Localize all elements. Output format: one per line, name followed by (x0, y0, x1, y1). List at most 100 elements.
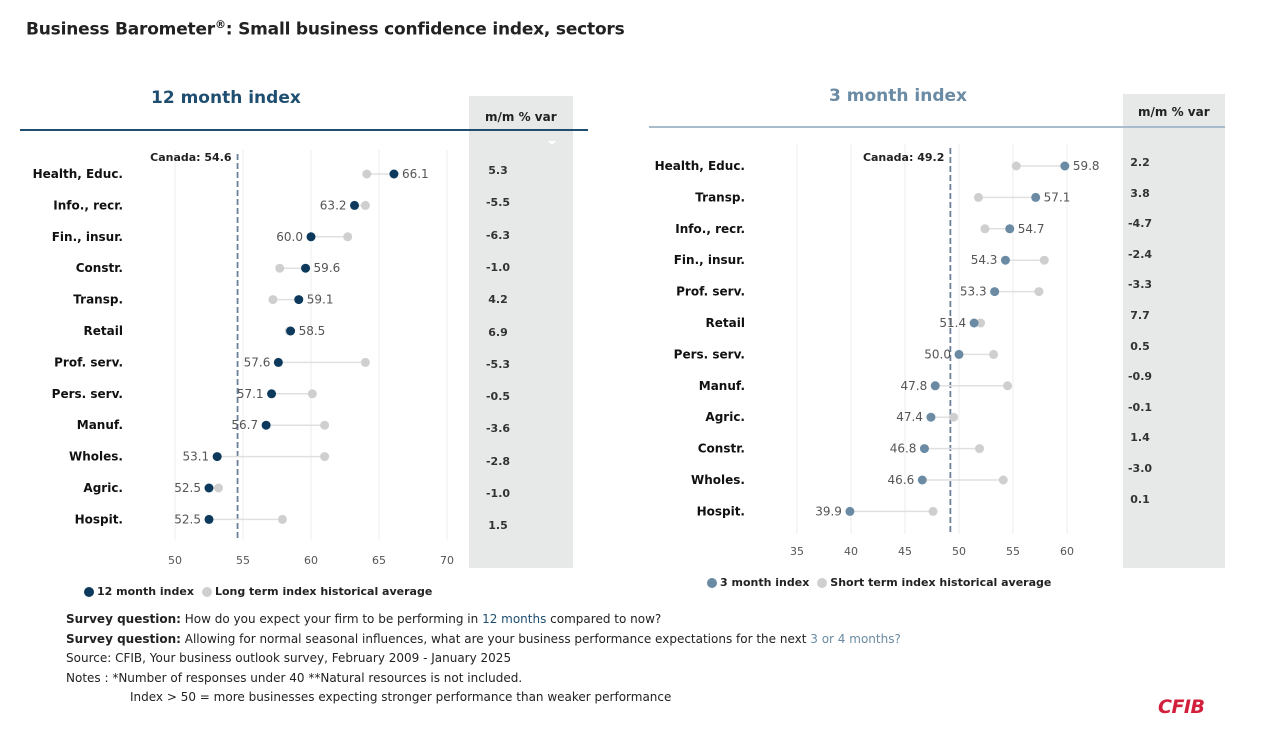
left-legend: 12 month index Long term index historica… (84, 585, 432, 598)
mm-var-value: -5.5 (485, 196, 511, 210)
source-note: Source: CFIB, Your business outlook surv… (66, 651, 512, 665)
data-label: 52.5 (174, 481, 201, 495)
index-dot (204, 514, 214, 524)
data-label: 57.6 (244, 355, 271, 369)
mm-var-value: -6.3 (485, 228, 511, 242)
mm-var-value: -0.9 (1127, 370, 1153, 384)
data-label: 53.3 (960, 285, 987, 299)
mm-var-value: -0.1 (1127, 400, 1153, 414)
data-label: 60.0 (276, 230, 303, 244)
category-label: Transp. (695, 190, 745, 204)
mm-var-value: -1.0 (485, 487, 511, 500)
mm-var-value: -4.7 (1127, 217, 1153, 231)
category-label: Wholes. (691, 473, 745, 487)
right-panel-title: 3 month index (829, 86, 967, 106)
x-tick-label: 40 (844, 545, 858, 558)
mm-var-value: -2.8 (485, 454, 511, 468)
historical-average-dot (989, 349, 999, 359)
data-label: 59.1 (307, 293, 334, 307)
historical-average-dot (360, 200, 370, 210)
data-label: 50.0 (924, 347, 951, 361)
index-dot (917, 475, 927, 485)
index-dot (954, 349, 964, 359)
left-divider (20, 129, 588, 131)
category-label: Constr. (698, 442, 745, 456)
mm-var-value: -1.0 (485, 260, 511, 274)
legend-dot-3m (707, 577, 717, 588)
category-label: Fin., insur. (52, 230, 123, 244)
data-label: 51.4 (939, 316, 966, 330)
historical-average-dot (949, 412, 959, 422)
mm-var-value: 5.3 (488, 164, 508, 177)
category-label: Fin., insur. (674, 253, 745, 267)
mm-var-value: -5.3 (485, 357, 511, 371)
data-label: 47.8 (901, 379, 928, 393)
data-label: 52.5 (174, 512, 201, 526)
historical-average-dot (268, 295, 278, 305)
x-tick-label: 70 (440, 554, 454, 567)
index-dot (1060, 161, 1070, 171)
category-label: Manuf. (699, 379, 745, 393)
mm-var-value: -0.5 (485, 390, 511, 404)
data-label: 66.1 (402, 167, 429, 181)
mm-var-value: 0.1 (1130, 492, 1150, 506)
category-label: Agric. (705, 410, 745, 424)
x-tick-label: 60 (304, 554, 318, 567)
historical-average-dot (998, 475, 1008, 485)
legend-label-st: Short term index historical average (830, 576, 1052, 589)
category-label: Hospit. (697, 504, 745, 518)
historical-average-dot (1034, 287, 1044, 297)
legend-dot-st (817, 577, 828, 588)
historical-average-dot (1003, 381, 1013, 391)
data-label: 63.2 (320, 198, 347, 212)
data-label: 58.5 (299, 324, 326, 338)
mm-var-value: -3.0 (1127, 462, 1153, 475)
historical-average-dot (343, 232, 353, 242)
index-dot (212, 452, 222, 462)
page-title: Business Barometer®: Small business conf… (26, 18, 625, 40)
mm-var-value: 1.4 (1130, 431, 1150, 445)
data-label: 59.6 (314, 261, 341, 275)
data-label: 54.3 (971, 253, 998, 267)
category-label: Prof. serv. (676, 285, 745, 299)
index-note: Index > 50 = more businesses expecting s… (130, 690, 672, 704)
notes-line: Notes : *Number of responses under 40 **… (66, 670, 523, 685)
notes: Survey question: How do you expect your … (66, 610, 901, 708)
index-dot (261, 420, 271, 430)
legend-dot-lt (201, 586, 212, 597)
mm-var-value: 2.2 (1130, 156, 1150, 169)
x-tick-label: 35 (790, 545, 804, 558)
legend-label-3m: 3 month index (720, 576, 810, 589)
index-dot (1031, 192, 1041, 202)
historical-average-dot (1039, 255, 1049, 265)
mm-var-value: 4.2 (488, 293, 508, 307)
index-dot (273, 357, 283, 367)
x-tick-label: 45 (898, 545, 912, 558)
survey-question-3m: Survey question: Allowing for normal sea… (66, 631, 901, 646)
mm-var-value: 3.8 (1130, 186, 1150, 200)
index-dot (990, 287, 1000, 297)
index-dot (1005, 224, 1015, 234)
data-label: 46.8 (890, 442, 917, 456)
left-panel-title: 12 month index (151, 88, 301, 108)
index-dot (301, 263, 311, 273)
index-dot (969, 318, 979, 328)
data-label: 39.9 (815, 504, 842, 518)
index-dot (926, 412, 936, 422)
index-dot (1000, 255, 1010, 265)
category-label: Pers. serv. (52, 387, 123, 401)
left-caret-icon (548, 141, 556, 145)
index-dot (267, 389, 277, 399)
category-label: Info., recr. (675, 222, 745, 236)
index-dot (930, 381, 940, 391)
index-dot (845, 506, 855, 516)
left-var-column (469, 96, 573, 568)
x-tick-label: 55 (1006, 545, 1020, 558)
historical-average-dot (360, 357, 370, 367)
mm-var-value: 0.5 (1130, 339, 1150, 353)
mm-var-value: -3.6 (485, 422, 511, 436)
x-tick-label: 60 (1060, 545, 1074, 558)
category-label: Retail (84, 324, 123, 338)
x-tick-label: 50 (168, 554, 182, 567)
legend-dot-12m (84, 586, 94, 597)
